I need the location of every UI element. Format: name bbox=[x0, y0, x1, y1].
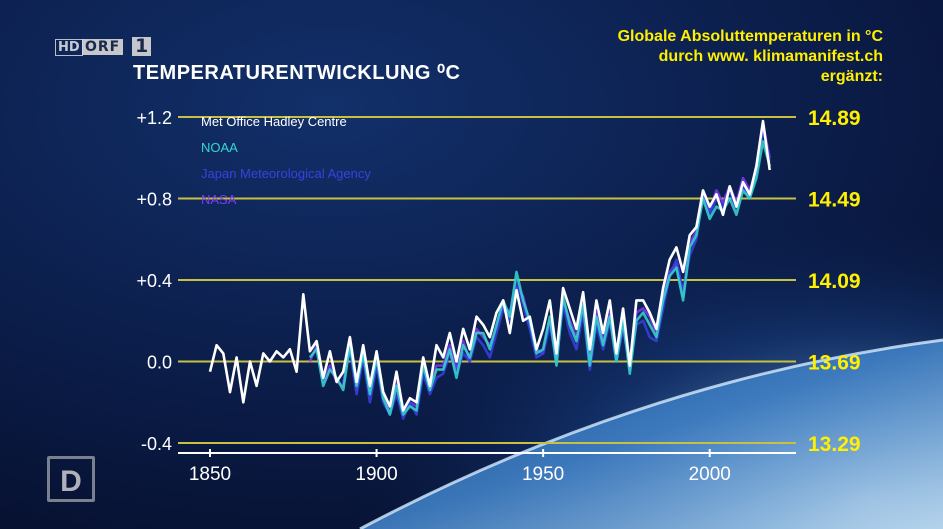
y-tick-label: +0.8 bbox=[136, 190, 172, 210]
x-tick-label: 1850 bbox=[189, 464, 231, 485]
legend-entry: Met Office Hadley Centre bbox=[201, 114, 347, 129]
right-axis-label: 13.29 bbox=[808, 433, 861, 456]
x-tick-label: 1950 bbox=[522, 464, 564, 485]
annotation-line-2: durch www. klimamanifest.ch bbox=[658, 48, 883, 65]
series-line-met-office-hadley-centre bbox=[208, 119, 771, 412]
channel-number-logo: 1 bbox=[132, 37, 152, 56]
annotation-line-3: ergänzt: bbox=[820, 68, 883, 85]
y-tick-label: 0.0 bbox=[147, 353, 172, 373]
earth-horizon bbox=[360, 340, 943, 529]
annotation-line-1: Globale Absoluttemperaturen in °C bbox=[617, 28, 883, 45]
y-tick-label: +0.4 bbox=[136, 271, 172, 291]
right-axis-label: 14.49 bbox=[808, 189, 861, 212]
right-axis-label: 13.69 bbox=[808, 352, 861, 375]
d-channel-logo: D bbox=[47, 456, 95, 502]
y-tick-label: -0.4 bbox=[141, 434, 172, 454]
x-tick-label: 2000 bbox=[689, 464, 731, 485]
right-axis-label: 14.09 bbox=[808, 270, 861, 293]
chart-title: TEMPERATURENTWICKLUNG ⁰C bbox=[133, 62, 461, 84]
series-line-noaa bbox=[308, 140, 771, 416]
right-axis-label: 14.89 bbox=[808, 107, 861, 130]
legend-entry: NOAA bbox=[201, 140, 238, 155]
x-tick-label: 1900 bbox=[355, 464, 397, 485]
legend-entry: Japan Meteorological Agency bbox=[201, 166, 371, 181]
orf-logo: ORF bbox=[82, 39, 124, 55]
y-tick-label: +1.2 bbox=[136, 108, 172, 128]
legend-entry: NASA bbox=[201, 192, 237, 207]
series-line-japan-meteorological-agency bbox=[341, 127, 771, 420]
